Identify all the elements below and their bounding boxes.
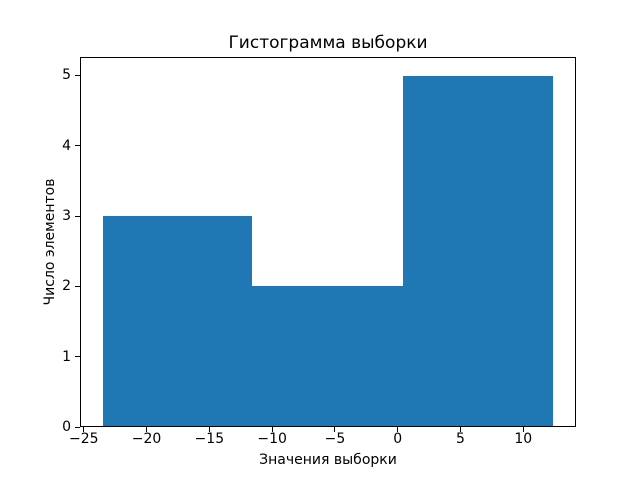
y-tick-mark — [75, 356, 80, 358]
x-tick-mark — [334, 427, 336, 432]
x-tick-label: 5 — [456, 431, 465, 447]
histogram-bars-layer — [81, 58, 575, 426]
histogram-bar — [102, 215, 253, 426]
x-tick-mark — [522, 427, 524, 432]
y-tick-mark — [75, 215, 80, 217]
y-tick-label: 4 — [62, 137, 71, 154]
x-tick-label: −25 — [68, 431, 99, 447]
x-axis-label: Значения выборки — [259, 452, 397, 468]
x-tick-label: −15 — [194, 431, 225, 447]
x-tick-label: −10 — [257, 431, 287, 447]
x-tick-mark — [271, 427, 273, 432]
x-tick-label: 0 — [393, 431, 403, 447]
histogram-bar — [252, 285, 403, 426]
x-tick-label: −20 — [131, 431, 162, 447]
x-tick-mark — [459, 427, 461, 432]
chart-title: Гистограмма выборки — [228, 33, 428, 53]
y-tick-label: 0 — [62, 419, 71, 436]
y-tick-mark — [75, 145, 80, 147]
y-tick-label: 3 — [62, 208, 71, 224]
plot-area — [80, 57, 576, 427]
y-tick-mark — [75, 74, 80, 76]
x-tick-mark — [397, 427, 399, 432]
y-tick-mark — [75, 285, 80, 287]
histogram-bar — [402, 75, 554, 426]
y-tick-label: 1 — [62, 348, 71, 365]
y-tick-label: 5 — [62, 67, 71, 84]
y-tick-label: 2 — [62, 278, 71, 295]
x-tick-mark — [83, 427, 85, 432]
x-tick-label: −5 — [324, 431, 346, 447]
x-tick-mark — [146, 427, 148, 432]
x-tick-label: 10 — [514, 431, 533, 447]
x-tick-mark — [208, 427, 210, 432]
y-axis-label: Число элементов — [42, 178, 58, 306]
y-tick-mark — [75, 426, 80, 428]
